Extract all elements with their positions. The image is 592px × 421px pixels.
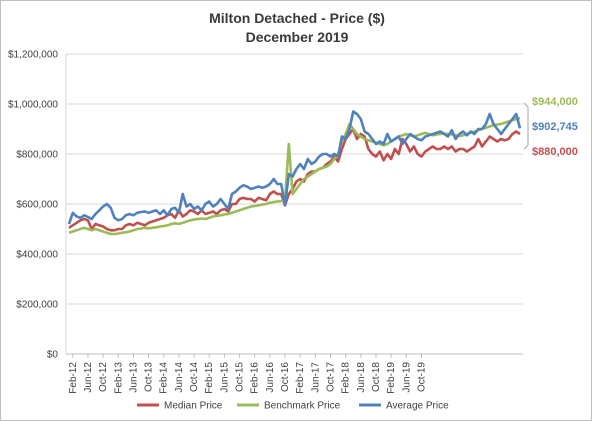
x-tick-label: Jun-17 <box>310 362 321 393</box>
gridlines <box>65 53 523 355</box>
y-tick-label: $0 <box>47 350 59 361</box>
x-tick-label: Oct-17 <box>326 362 337 392</box>
y-tick-label: $800,000 <box>16 150 58 161</box>
x-tick-label: Jun-13 <box>128 362 139 393</box>
callout-median-price: $880,000 <box>532 146 578 158</box>
x-tick-label: Jun-14 <box>174 362 185 393</box>
x-tick-label: Oct-12 <box>98 362 109 392</box>
legend-label: Median Price <box>164 401 223 412</box>
callout-benchmark-price: $944,000 <box>532 96 578 108</box>
x-tick-label: Feb-13 <box>113 362 124 394</box>
x-tick-label: Feb-12 <box>68 362 79 394</box>
median-price-line <box>68 127 521 232</box>
x-tick-label: Jun-16 <box>265 362 276 393</box>
y-tick-label: $200,000 <box>16 300 58 311</box>
chart-title: Milton Detached - Price ($) <box>209 10 385 26</box>
y-tick-label: $400,000 <box>16 250 58 261</box>
x-tick-label: Jun-15 <box>219 362 230 393</box>
callout-bracket <box>523 102 529 150</box>
x-tick-label: Jun-19 <box>401 362 412 393</box>
chart-subtitle: December 2019 <box>246 29 349 45</box>
x-tick-label: Oct-13 <box>144 362 155 392</box>
x-tick-label: Feb-17 <box>295 362 306 394</box>
x-tick-label: Jun-12 <box>83 362 94 393</box>
y-tick-label: $1,200,000 <box>8 50 58 61</box>
x-axis-ticks: Feb-12 Jun-12 Oct-12 Feb-13 Jun-13 Oct-13 Feb-… <box>68 354 427 394</box>
x-tick-label: Oct-14 <box>189 362 200 392</box>
y-tick-label: $1,000,000 <box>8 100 58 111</box>
end-value-callouts: $944,000 $902,745 $880,000 <box>523 96 578 158</box>
legend-label: Average Price <box>386 401 449 412</box>
y-tick-label: $600,000 <box>16 200 58 211</box>
benchmark-price-line <box>68 116 521 236</box>
x-tick-label: Feb-15 <box>204 362 215 394</box>
x-tick-label: Feb-14 <box>159 362 170 394</box>
x-tick-label: Oct-19 <box>416 362 427 392</box>
x-tick-label: Feb-19 <box>386 362 397 394</box>
series-lines <box>67 110 522 236</box>
x-tick-label: Oct-16 <box>280 362 291 392</box>
callout-average-price: $902,745 <box>532 121 578 133</box>
legend: Median Price Benchmark Price Average Price <box>137 401 449 412</box>
legend-label: Benchmark Price <box>264 401 341 412</box>
x-tick-label: Oct-18 <box>371 362 382 392</box>
average-price-line <box>67 110 522 225</box>
x-tick-label: Feb-18 <box>341 362 352 394</box>
x-tick-label: Oct-15 <box>235 362 246 392</box>
x-tick-label: Feb-16 <box>250 362 261 394</box>
y-axis-ticks: $0 $200,000 $400,000 $600,000 $800,000 $1,000… <box>8 50 58 361</box>
x-tick-label: Jun-18 <box>356 362 367 393</box>
